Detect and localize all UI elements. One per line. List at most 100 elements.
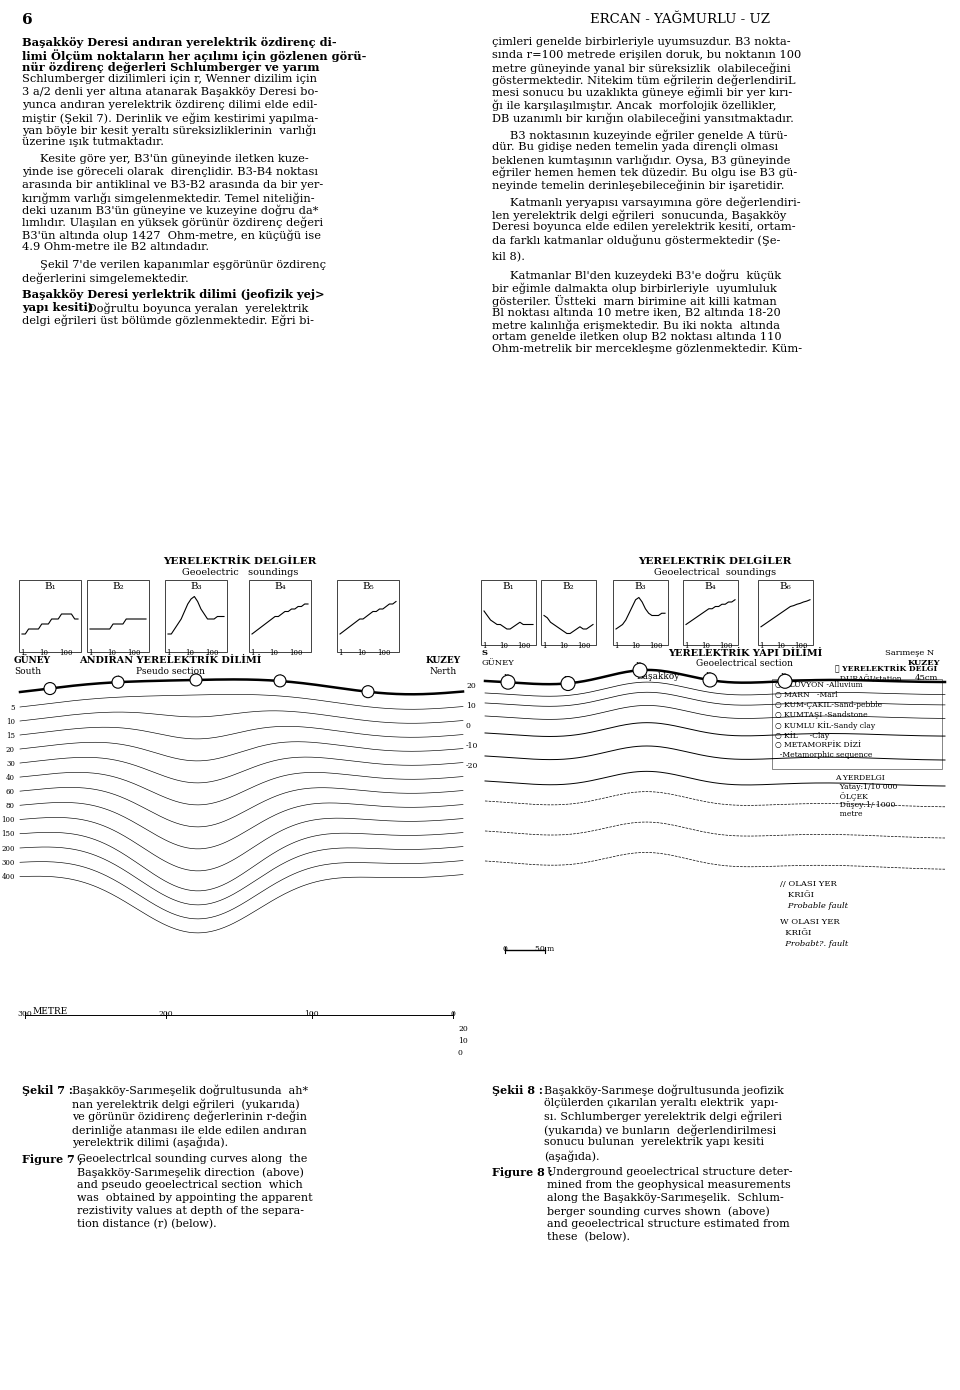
Text: 10: 10 [559, 642, 568, 651]
Text: Probabt?. fault: Probabt?. fault [780, 940, 849, 948]
Text: Figure 7 ;: Figure 7 ; [22, 1154, 86, 1165]
Bar [772, 678, 942, 769]
Text: B₁: B₁ [502, 582, 514, 591]
Text: bir eğimle dalmakta olup birbirleriyle  uyumluluk: bir eğimle dalmakta olup birbirleriyle u… [492, 282, 777, 293]
Text: yerelektrik dilimi (aşağıda).: yerelektrik dilimi (aşağıda). [72, 1137, 228, 1148]
Text: 200: 200 [159, 1011, 174, 1017]
Text: yapı kesiti): yapı kesiti) [22, 302, 93, 313]
Text: Başakköy Deresi andıran yerelektrik özdirenç di-: Başakköy Deresi andıran yerelektrik özdi… [22, 38, 337, 49]
Text: nür özdirenç değerleri Schlumberger ve yarım: nür özdirenç değerleri Schlumberger ve y… [22, 63, 320, 74]
Text: Geoelectrical section: Geoelectrical section [697, 659, 794, 669]
Text: sında r=100 metrede erişilen doruk, bu noktanın 100: sında r=100 metrede erişilen doruk, bu n… [492, 50, 802, 60]
Bar [165, 580, 227, 652]
Text: 10: 10 [107, 649, 116, 657]
Text: 20: 20 [458, 1024, 468, 1033]
Text: yinde ise göreceli olarak  dirençlidir. B3-B4 noktası: yinde ise göreceli olarak dirençlidir. B… [22, 167, 318, 177]
Text: 40: 40 [6, 774, 15, 781]
Text: Kesite göre yer, B3'ün güneyinde iletken kuze-: Kesite göre yer, B3'ün güneyinde iletken… [40, 154, 309, 164]
Text: ○ KUMTAŞI -Sandstone: ○ KUMTAŞI -Sandstone [775, 712, 868, 719]
Text: 100: 100 [377, 649, 391, 657]
Text: 0: 0 [450, 1011, 455, 1017]
Text: Underground geoelectrical structure deter-: Underground geoelectrical structure dete… [547, 1168, 793, 1177]
Text: 10: 10 [776, 642, 785, 651]
Text: B₁: B₁ [44, 582, 56, 591]
Text: ○ KİL     -Clay: ○ KİL -Clay [775, 731, 829, 739]
Text: 400: 400 [2, 873, 15, 881]
Text: metre kalınlığa erişmektedir. Bu iki nokta  altında: metre kalınlığa erişmektedir. Bu iki nok… [492, 320, 780, 331]
Text: ÖLÇEK: ÖLÇEK [835, 792, 868, 801]
Text: 10: 10 [269, 649, 278, 657]
Text: KRIĞI: KRIĞI [780, 891, 814, 899]
Circle shape [778, 674, 792, 688]
Text: 300: 300 [17, 1011, 33, 1017]
Text: Geoelectrical  soundings: Geoelectrical soundings [654, 569, 776, 577]
Text: and geoelectrical structure estimated from: and geoelectrical structure estimated fr… [547, 1219, 790, 1229]
Text: yunca andıran yerelektrik özdirenç dilimi elde edil-: yunca andıran yerelektrik özdirenç dilim… [22, 100, 318, 110]
Text: 10: 10 [6, 717, 15, 726]
Text: Başakköy Deresi yerlektrik dilimi (jeofizik yej>: Başakköy Deresi yerlektrik dilimi (jeofi… [22, 289, 324, 300]
Circle shape [633, 663, 647, 677]
Text: 1: 1 [684, 642, 688, 651]
Text: 10: 10 [499, 642, 508, 651]
Text: 10: 10 [39, 649, 48, 657]
Text: -10: -10 [466, 742, 478, 749]
Text: (aşağıda).: (aşağıda). [544, 1150, 599, 1162]
Text: B₃: B₃ [190, 582, 202, 591]
Text: 10: 10 [631, 642, 640, 651]
Text: ERCAN - YAĞMURLU - UZ: ERCAN - YAĞMURLU - UZ [590, 13, 770, 26]
Text: ANDIRAN YERELEKTRİK DİLİMİ: ANDIRAN YERELEKTRİK DİLİMİ [79, 656, 261, 664]
Text: 45cm: 45cm [915, 674, 938, 682]
Text: Doğrultu boyunca yeralan  yerelektrik: Doğrultu boyunca yeralan yerelektrik [84, 302, 308, 314]
Text: 100: 100 [649, 642, 662, 651]
Text: 5: 5 [11, 703, 15, 712]
Text: KUZEY: KUZEY [908, 659, 941, 667]
Text: limi Ölçüm noktaların her açılımı için gözlenen görü-: limi Ölçüm noktaların her açılımı için g… [22, 50, 367, 63]
Text: 0: 0 [503, 945, 508, 954]
Text: 10: 10 [466, 702, 476, 710]
Text: 20: 20 [6, 745, 15, 753]
Text: sonucu bulunan  yerelektrik yapı kesiti: sonucu bulunan yerelektrik yapı kesiti [544, 1137, 764, 1147]
Circle shape [44, 682, 56, 695]
Text: 100: 100 [289, 649, 302, 657]
Circle shape [501, 676, 515, 689]
Text: 1: 1 [542, 642, 546, 651]
Text: B₂: B₂ [563, 582, 574, 591]
Text: Yatay:1/10 000: Yatay:1/10 000 [835, 783, 898, 791]
Text: W OLASI YER: W OLASI YER [780, 917, 840, 926]
Text: 4.9 Ohm-metre ile B2 altındadır.: 4.9 Ohm-metre ile B2 altındadır. [22, 242, 209, 252]
Text: 50 m: 50 m [536, 945, 555, 954]
Bar [481, 580, 536, 645]
Text: 1: 1 [338, 649, 343, 657]
Circle shape [703, 673, 717, 687]
Text: B₄: B₄ [275, 582, 286, 591]
Text: Şekii 8 :: Şekii 8 : [492, 1086, 551, 1095]
Text: lımlıdır. Ulaşılan en yüksek görünür özdirenç değeri: lımlıdır. Ulaşılan en yüksek görünür özd… [22, 217, 324, 228]
Text: Nerth: Nerth [430, 667, 457, 676]
Text: A YERDELGI: A YERDELGI [835, 774, 885, 783]
Text: Bl noktası altında 10 metre iken, B2 altında 18-20: Bl noktası altında 10 metre iken, B2 alt… [492, 307, 780, 317]
Text: YERELEKTRİK DELGİLER: YERELEKTRİK DELGİLER [638, 557, 792, 566]
Text: 0: 0 [466, 721, 470, 730]
Text: 100: 100 [205, 649, 219, 657]
Text: these  (below).: these (below). [547, 1232, 630, 1243]
Text: 6: 6 [22, 13, 33, 26]
Text: ortam genelde iletken olup B2 noktası altında 110: ortam genelde iletken olup B2 noktası al… [492, 332, 781, 342]
Text: GÜNEY: GÜNEY [14, 656, 51, 664]
Text: along the Başakköy-Sarımeşelik.  Schlum-: along the Başakköy-Sarımeşelik. Schlum- [547, 1193, 783, 1202]
Text: len yerelektrik delgi eğrileri  sonucunda, Başakköy: len yerelektrik delgi eğrileri sonucunda… [492, 210, 786, 221]
Text: ğı ile karşılaşılmıştır. Ancak  morfolojik özellikler,: ğı ile karşılaşılmıştır. Ancak morfoloji… [492, 100, 777, 111]
Text: Başakköy-Sarımeşe doğrultusunda jeofizik: Başakköy-Sarımeşe doğrultusunda jeofizik [544, 1086, 784, 1097]
Text: derinliğe atanması ile elde edilen andıran: derinliğe atanması ile elde edilen andır… [72, 1125, 307, 1136]
Text: Geoelectrlcal sounding curves along  the: Geoelectrlcal sounding curves along the [77, 1154, 307, 1163]
Bar [683, 580, 738, 645]
Text: 100: 100 [517, 642, 531, 651]
Bar [249, 580, 311, 652]
Text: 1: 1 [88, 649, 92, 657]
Text: 100: 100 [127, 649, 140, 657]
Text: Probable fault: Probable fault [780, 902, 848, 910]
Text: rezistivity values at depth of the separa-: rezistivity values at depth of the separ… [77, 1207, 304, 1216]
Text: DB uzanımlı bir kırığın olabileceğini yansıtmaktadır.: DB uzanımlı bir kırığın olabileceğini ya… [492, 113, 794, 124]
Text: B₂: B₂ [112, 582, 124, 591]
Circle shape [561, 677, 575, 691]
Text: 80: 80 [6, 802, 15, 810]
